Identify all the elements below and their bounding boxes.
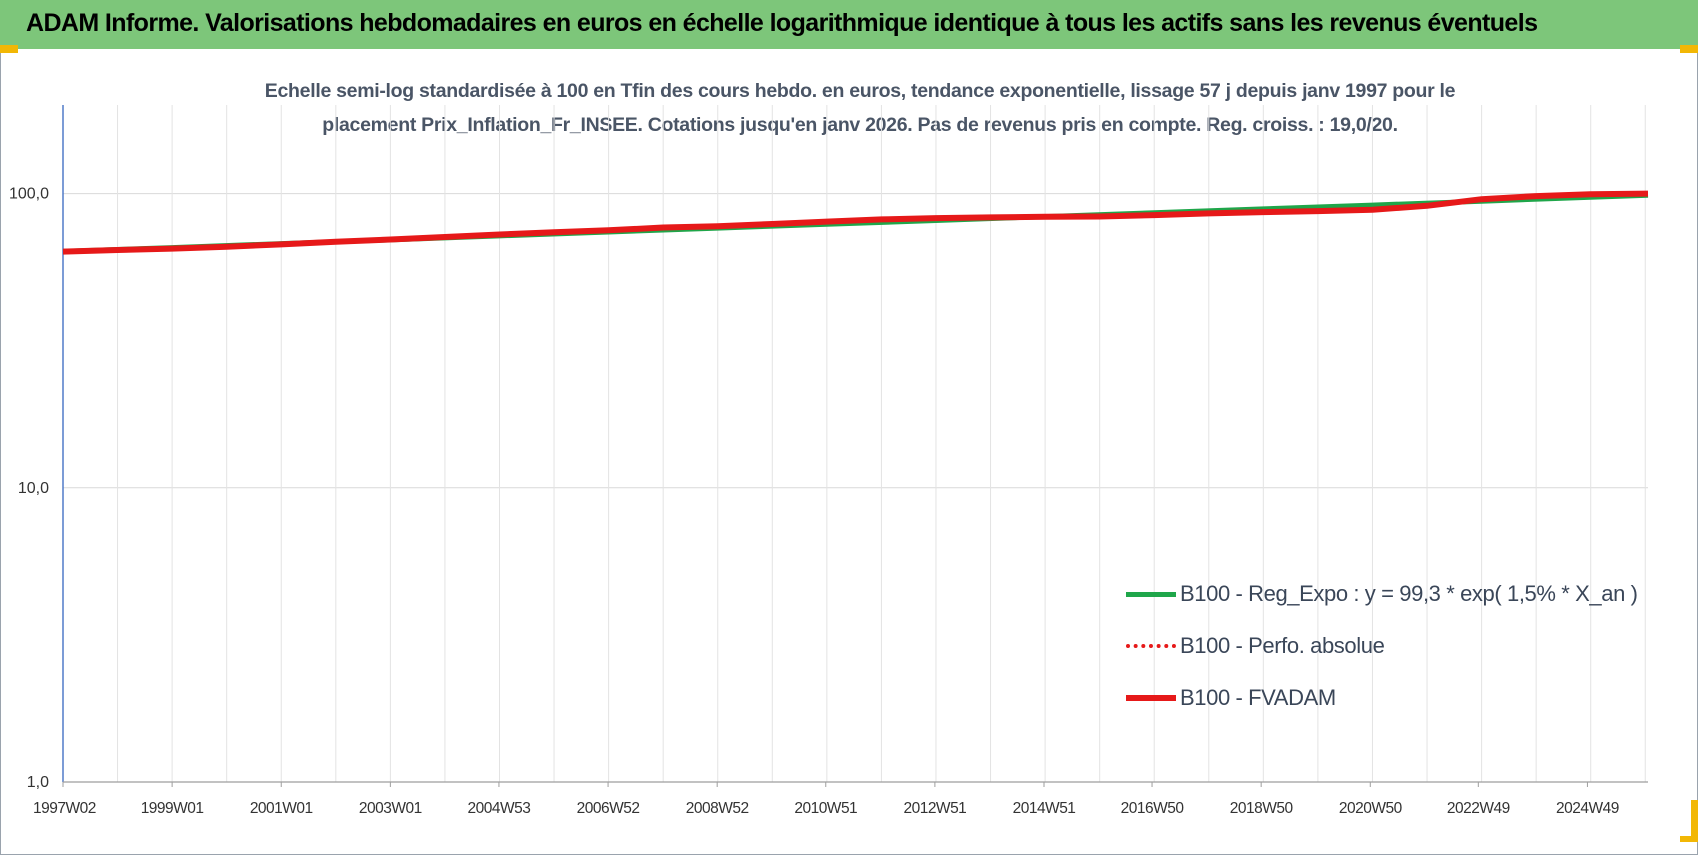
chart-subtitle: Echelle semi-log standardisée à 100 en T…	[210, 74, 1510, 142]
chart-subtitle-line-1: Echelle semi-log standardisée à 100 en T…	[264, 80, 1456, 102]
x-tick-label-2: 2001W01	[250, 800, 313, 817]
x-tick-label-1: 1999W01	[141, 800, 204, 817]
legend-label-reg-expo: B100 - Reg_Expo : y = 99,3 * exp( 1,5% *…	[1180, 581, 1638, 606]
legend-swatch-fvadam	[1126, 695, 1176, 701]
x-tick-label-4: 2004W53	[468, 800, 531, 817]
x-tick-label-5: 2006W52	[577, 800, 640, 817]
banner-title: ADAM Informe. Valorisations hebdomadaire…	[26, 9, 1538, 37]
grid-layer	[63, 105, 1648, 783]
x-tick-label-0: 1997W02	[33, 800, 96, 817]
chart-subtitle-line-2: placement Prix_Inflation_Fr_INSEE. Cotat…	[322, 114, 1398, 136]
corner-marker-top-left	[0, 45, 18, 53]
x-tick-label-10: 2016W50	[1121, 800, 1185, 817]
y-tick-label-1: 10,0	[18, 480, 49, 497]
legend-swatch-perfo-absolue	[1126, 644, 1176, 648]
x-tick-label-13: 2022W49	[1447, 800, 1510, 817]
corner-marker-top-right	[1680, 45, 1698, 53]
y-tick-label-0: 1,0	[27, 774, 49, 791]
corner-marker-bottom-right-foot	[1680, 836, 1698, 842]
x-tick-label-6: 2008W52	[686, 800, 749, 817]
corner-marker-bottom-right	[1691, 800, 1698, 840]
series-line-2	[62, 190, 1649, 255]
x-tick-label-11: 2018W50	[1230, 800, 1294, 817]
axis-layer	[62, 105, 1648, 787]
legend-item-perfo-absolue: B100 - Perfo. absolue	[1126, 620, 1638, 672]
legend-label-perfo-absolue: B100 - Perfo. absolue	[1180, 633, 1385, 658]
legend-item-fvadam: B100 - FVADAM	[1126, 672, 1638, 724]
label-layer: 1,0 10,0 100,0 1997W02 1999W01 2001W01 2003W01…	[9, 186, 1619, 817]
banner: ADAM Informe. Valorisations hebdomadaire…	[0, 0, 1698, 49]
chart-legend: B100 - Reg_Expo : y = 99,3 * exp( 1,5% *…	[1126, 568, 1638, 724]
x-tick-label-7: 2010W51	[794, 800, 857, 817]
x-tick-label-3: 2003W01	[359, 800, 422, 817]
x-tick-label-9: 2014W51	[1013, 800, 1076, 817]
x-tick-label-12: 2020W50	[1339, 800, 1403, 817]
legend-label-fvadam: B100 - FVADAM	[1180, 685, 1336, 710]
legend-item-reg-expo: B100 - Reg_Expo : y = 99,3 * exp( 1,5% *…	[1126, 568, 1638, 620]
legend-swatch-reg-expo	[1126, 591, 1176, 597]
y-tick-label-2: 100,0	[9, 186, 49, 203]
series-layer	[62, 190, 1649, 255]
x-tick-label-14: 2024W49	[1556, 800, 1619, 817]
x-tick-label-8: 2012W51	[903, 800, 966, 817]
